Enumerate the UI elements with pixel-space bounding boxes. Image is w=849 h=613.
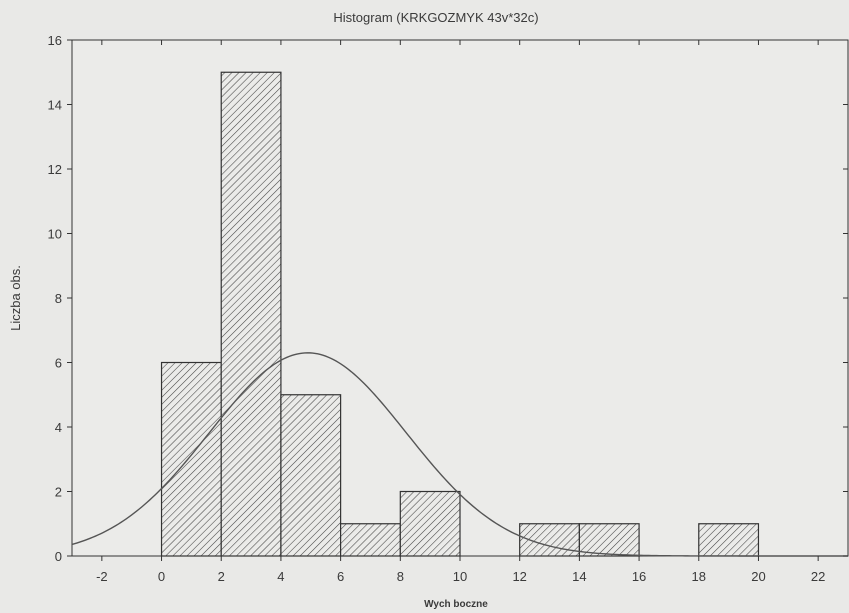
y-tick-label: 10 [48, 227, 62, 242]
x-tick-label: -2 [96, 569, 108, 584]
x-tick-label: 10 [453, 569, 467, 584]
x-tick-label: 16 [632, 569, 646, 584]
curve-group [71, 352, 848, 557]
x-axis-ticks: -2 0 2 4 6 8 10 12 14 16 18 20 22 [96, 40, 825, 584]
x-tick-label: 0 [158, 569, 165, 584]
x-tick-label: 6 [337, 569, 344, 584]
y-tick-label: 16 [48, 33, 62, 48]
x-tick-label: 12 [512, 569, 526, 584]
histogram-bar-4 [399, 490, 461, 557]
histogram-bar-2 [280, 394, 342, 557]
y-tick-label: 4 [55, 420, 62, 435]
y-axis-ticks: 0 2 4 6 8 10 12 14 16 [48, 33, 848, 564]
x-tick-label: 2 [218, 569, 225, 584]
x-tick-label: 18 [692, 569, 706, 584]
y-tick-label: 6 [55, 356, 62, 371]
x-tick-label: 20 [751, 569, 765, 584]
y-axis-label: Liczba obs. [8, 265, 23, 331]
y-tick-label: 0 [55, 549, 62, 564]
y-tick-label: 12 [48, 162, 62, 177]
histogram-bar-0 [160, 361, 222, 557]
normal-fit-curve [71, 352, 848, 557]
bars-group [160, 71, 760, 557]
histogram-bar-7 [578, 523, 640, 557]
y-tick-label: 8 [55, 291, 62, 306]
y-tick-label: 2 [55, 485, 62, 500]
x-axis-label: Wych boczne [424, 599, 488, 610]
x-tick-label: 8 [397, 569, 404, 584]
y-tick-label: 14 [48, 98, 62, 113]
x-tick-label: 4 [277, 569, 284, 584]
x-tick-label: 22 [811, 569, 825, 584]
histogram-bar-1 [220, 71, 282, 557]
histogram-bar-9 [698, 523, 760, 557]
histogram-bar-3 [340, 523, 401, 557]
chart-title: Histogram (KRKGOZMYK 43v*32c) [333, 10, 538, 25]
x-tick-label: 14 [572, 569, 586, 584]
